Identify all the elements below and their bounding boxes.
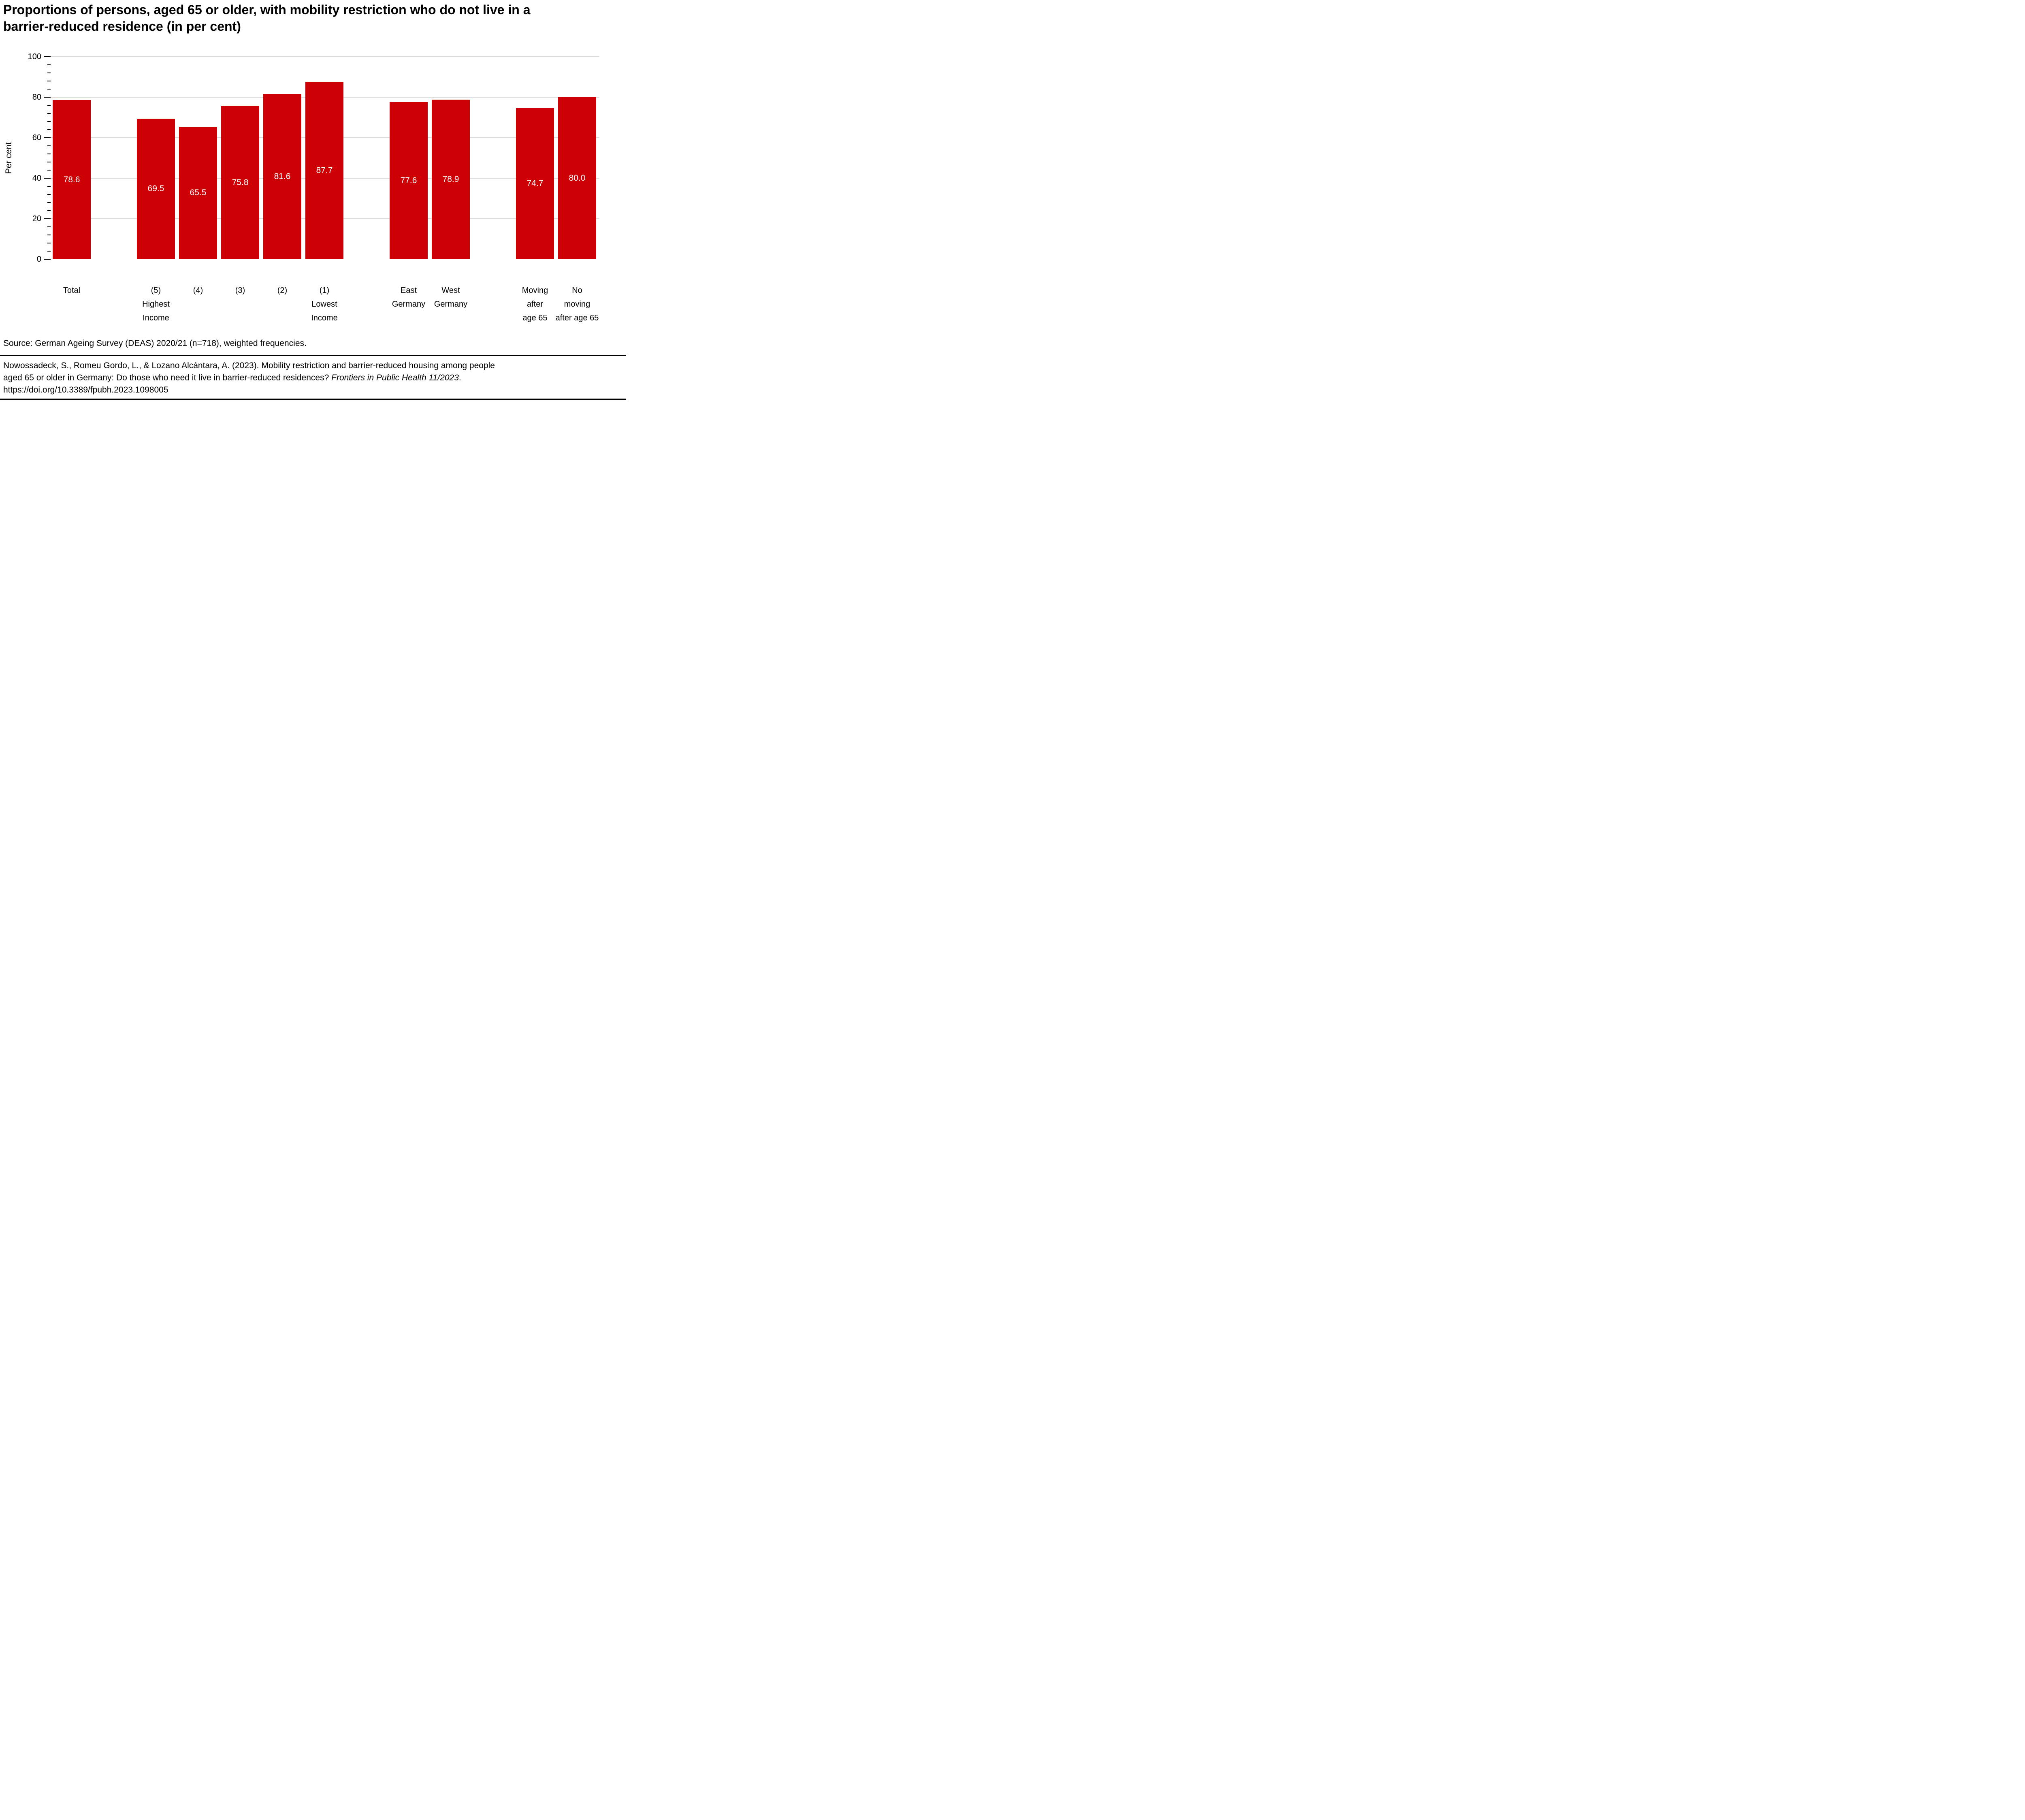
y-minor-tick-16 xyxy=(47,226,51,227)
bar-value-label: 78.9 xyxy=(442,174,459,184)
citation-line-2: aged 65 or older in Germany: Do those wh… xyxy=(3,372,461,384)
x-category-label-5: (1) Lowest Income xyxy=(288,284,361,325)
bar-value-label: 81.6 xyxy=(274,172,291,181)
x-category-label-line: East xyxy=(400,286,417,295)
y-major-tick-100 xyxy=(44,56,51,57)
citation-line-1: Nowossadeck, S., Romeu Gordo, L., & Loza… xyxy=(3,361,495,370)
y-tick-label-60: 60 xyxy=(32,133,41,142)
source-note: Source: German Ageing Survey (DEAS) 2020… xyxy=(3,339,307,348)
bar-value-label: 87.7 xyxy=(316,165,333,175)
x-category-label-line: Highest xyxy=(142,300,170,309)
bar-value-label: 69.5 xyxy=(147,184,164,194)
y-tick-label-0: 0 xyxy=(36,255,41,264)
bar-value-label: 65.5 xyxy=(190,188,207,198)
citation-line-2-plain: aged 65 or older in Germany: Do those wh… xyxy=(3,373,332,382)
y-minor-tick-44 xyxy=(47,170,51,171)
x-category-label-line: Lowest xyxy=(311,300,337,309)
bar-value-label: 80.0 xyxy=(569,173,586,183)
x-category-label-7: West Germany xyxy=(414,284,487,311)
y-minor-tick-36 xyxy=(47,186,51,187)
y-minor-tick-84 xyxy=(47,89,51,90)
y-tick-label-20: 20 xyxy=(32,214,41,223)
x-category-label-3: (3) xyxy=(204,284,277,297)
bar-value-label: 77.6 xyxy=(400,176,417,185)
chart-title: Proportions of persons, aged 65 or older… xyxy=(3,2,531,34)
x-category-label-line: No xyxy=(572,286,582,295)
bar-east-germany: 77.6 xyxy=(390,102,428,259)
y-minor-tick-96 xyxy=(47,64,51,65)
y-major-tick-0 xyxy=(44,259,51,260)
bar--5-highest-income: 69.5 xyxy=(137,118,175,259)
x-category-label-line: (1) xyxy=(319,286,330,295)
bar-value-label: 74.7 xyxy=(526,179,544,188)
y-minor-tick-32 xyxy=(47,194,51,195)
y-minor-tick-4 xyxy=(47,251,51,252)
x-category-label-line: Moving xyxy=(522,286,548,295)
y-tick-label-80: 80 xyxy=(32,93,41,102)
x-category-label-8: Moving after age 65 xyxy=(499,284,571,325)
bar-total: 78.6 xyxy=(53,100,91,259)
x-category-label-4: (2) xyxy=(246,284,319,297)
x-category-label-line: (3) xyxy=(235,286,245,295)
x-category-label-line: Germany xyxy=(434,300,468,309)
y-minor-tick-24 xyxy=(47,210,51,211)
bar-west-germany: 78.9 xyxy=(432,99,470,259)
x-category-label-1: (5) Highest Income xyxy=(119,284,192,325)
bar-value-label: 78.6 xyxy=(63,175,80,184)
x-category-label-line: after age 65 xyxy=(555,314,599,322)
x-category-label-line: Germany xyxy=(392,300,426,309)
x-category-label-line: (2) xyxy=(277,286,288,295)
y-axis-title: Per cent xyxy=(4,142,13,174)
y-minor-tick-72 xyxy=(47,113,51,114)
x-category-label-line: Income xyxy=(143,314,169,322)
y-major-tick-20 xyxy=(44,218,51,219)
divider-top xyxy=(0,355,626,356)
citation-line-2-end: . xyxy=(458,373,461,382)
x-category-label-line: Income xyxy=(311,314,338,322)
bar--1-lowest-income: 87.7 xyxy=(305,81,343,259)
citation-doi: https://doi.org/10.3389/fpubh.2023.10980… xyxy=(3,385,168,395)
x-category-label-line: after xyxy=(526,300,544,309)
x-category-label-line: (4) xyxy=(193,286,203,295)
x-category-label-line: (5) xyxy=(151,286,161,295)
bar-moving-after-age-65: 74.7 xyxy=(516,108,554,259)
bar-value-label: 75.8 xyxy=(232,177,249,187)
y-minor-tick-28 xyxy=(47,202,51,203)
x-category-label-line: age 65 xyxy=(522,314,548,322)
bar--3-: 75.8 xyxy=(221,106,259,259)
y-minor-tick-68 xyxy=(47,121,51,122)
y-major-tick-80 xyxy=(44,97,51,98)
y-minor-tick-64 xyxy=(47,129,51,130)
y-tick-label-40: 40 xyxy=(32,174,41,183)
bar--4-: 65.5 xyxy=(179,126,217,259)
x-category-label-2: (4) xyxy=(162,284,234,297)
bar-no-moving-after-age-65: 80.0 xyxy=(558,97,596,259)
x-category-label-line: West xyxy=(441,286,460,295)
y-minor-tick-76 xyxy=(47,105,51,106)
gridline-100 xyxy=(51,56,599,57)
y-major-tick-60 xyxy=(44,137,51,138)
y-minor-tick-56 xyxy=(47,145,51,146)
x-category-label-0: Total xyxy=(35,284,108,297)
citation-journal-italic: Frontiers in Public Health 11/2023 xyxy=(331,373,459,382)
x-category-label-9: No moving after age 65 xyxy=(541,284,614,325)
y-tick-label-100: 100 xyxy=(28,52,41,61)
x-category-label-line: Total xyxy=(63,286,81,295)
x-category-label-line: moving xyxy=(564,300,590,309)
figure: Proportions of persons, aged 65 or older… xyxy=(0,0,626,405)
y-major-tick-40 xyxy=(44,178,51,179)
x-category-label-6: East Germany xyxy=(372,284,445,311)
divider-bottom xyxy=(0,399,626,400)
bar--2-: 81.6 xyxy=(263,94,301,259)
